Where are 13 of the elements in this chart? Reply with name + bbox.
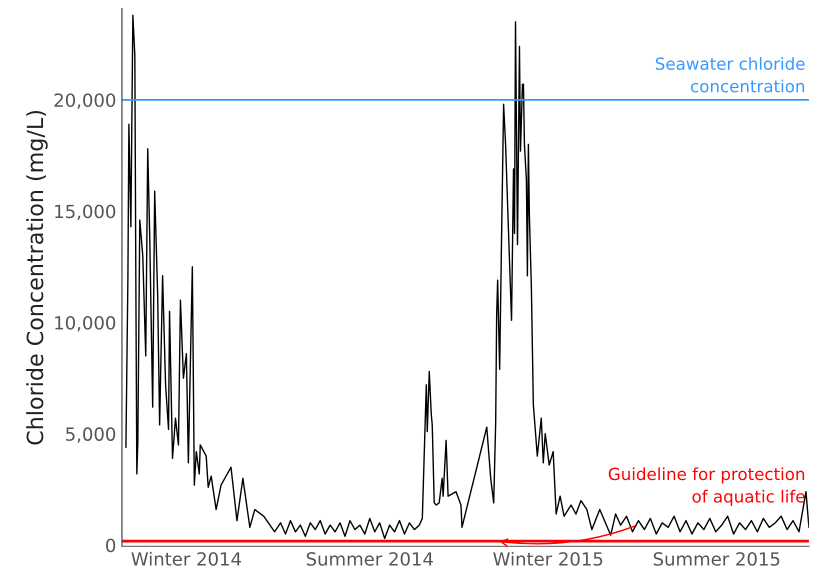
x-tick-label: Summer 2014 (306, 552, 433, 566)
x-tick-label: Winter 2015 (493, 552, 602, 566)
x-tick-label: Summer 2015 (654, 552, 780, 566)
y-tick-label: 20,000 (54, 93, 116, 109)
y-tick-label: 15,000 (55, 204, 116, 220)
y-tick-label: 10,000 (55, 316, 116, 332)
line-series (125, 14, 809, 540)
ref-line-label: Guideline for protection of aquatic life (608, 467, 805, 506)
ref-line-label: Seawater chloride concentration (656, 57, 805, 92)
y-axis-title: Chloride Concentration (mg/L) (26, 110, 48, 445)
y-tick-label: 0 (106, 538, 116, 552)
x-tick-label: Winter 2014 (131, 552, 241, 566)
y-tick-label: 5,000 (66, 427, 116, 443)
